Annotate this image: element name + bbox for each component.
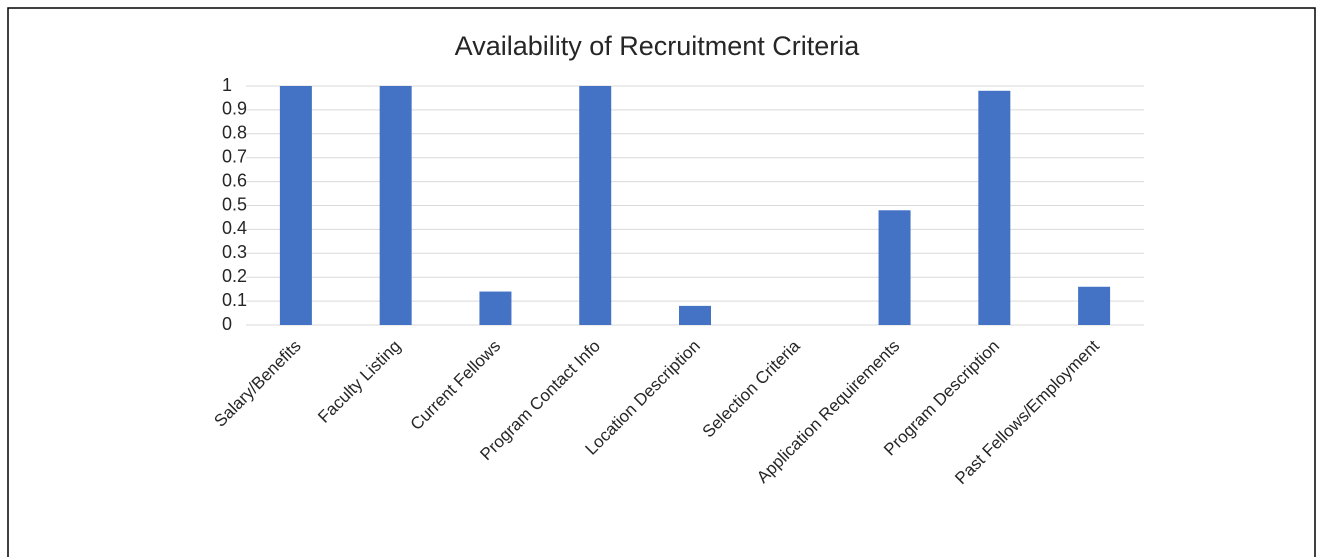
bar bbox=[878, 210, 911, 325]
y-tick-label: 0.7 bbox=[222, 146, 247, 166]
y-tick-label: 0 bbox=[222, 314, 232, 334]
bar bbox=[279, 86, 312, 325]
y-tick-label: 0.4 bbox=[222, 218, 247, 238]
bar bbox=[1078, 286, 1111, 325]
y-tick-label: 0.9 bbox=[222, 99, 247, 119]
bar bbox=[379, 86, 412, 325]
bar bbox=[978, 90, 1011, 325]
bar bbox=[479, 291, 512, 325]
y-tick-label: 0.2 bbox=[222, 266, 247, 286]
y-tick-label: 1 bbox=[222, 75, 232, 95]
y-tick-label: 0.3 bbox=[222, 242, 247, 262]
y-tick-label: 0.5 bbox=[222, 194, 247, 214]
bar bbox=[579, 86, 612, 325]
chart-title: Availability of Recruitment Criteria bbox=[455, 31, 861, 61]
y-tick-label: 0.1 bbox=[222, 290, 247, 310]
bar bbox=[679, 305, 711, 325]
y-tick-label: 0.6 bbox=[222, 170, 247, 190]
y-tick-label: 0.8 bbox=[222, 123, 247, 143]
chart-border bbox=[7, 7, 1316, 557]
